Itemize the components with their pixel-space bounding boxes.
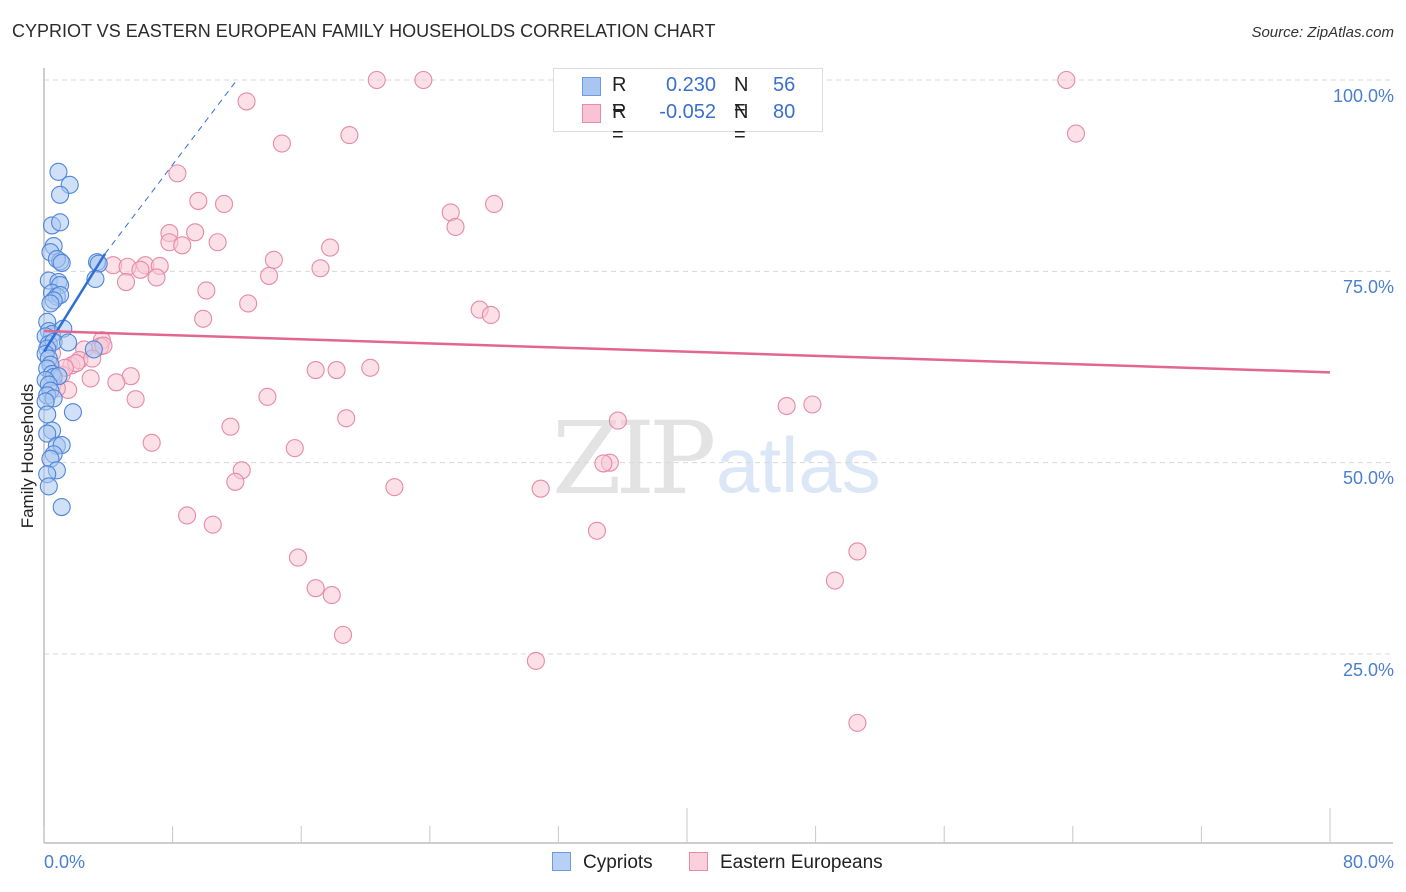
legend-label: Eastern Europeans: [720, 852, 883, 873]
legend-label: Cypriots: [583, 852, 653, 873]
data-point-eastern-europeans: [107, 373, 126, 392]
data-point-eastern-europeans: [214, 194, 234, 214]
cypriots-swatch-icon: [582, 77, 601, 96]
data-point-eastern-europeans: [608, 411, 627, 430]
bottom-legend-cypriots[interactable]: Cypriots: [552, 852, 653, 874]
data-point-eastern-europeans: [321, 238, 340, 257]
data-point-eastern-europeans: [446, 217, 465, 236]
eastern-europeans-legend-swatch-icon: [689, 852, 708, 871]
data-point-eastern-europeans: [311, 259, 330, 278]
data-point-eastern-europeans: [414, 70, 433, 90]
y-tick-25: 25.0%: [1342, 660, 1394, 680]
r-value: -0.052: [659, 101, 716, 123]
data-point-eastern-europeans: [285, 439, 304, 458]
data-point-eastern-europeans: [337, 409, 356, 428]
data-point-eastern-europeans: [239, 294, 258, 313]
y-tick-75: 75.0%: [1342, 277, 1394, 297]
cypriots-trend-extension: [104, 79, 238, 255]
eastern-europeans-swatch-icon: [582, 104, 601, 123]
data-point-eastern-europeans: [333, 625, 353, 644]
r-label: R =: [612, 101, 627, 146]
data-point-eastern-europeans: [848, 713, 867, 732]
data-point-eastern-europeans: [340, 126, 359, 145]
n-label: N =: [734, 101, 749, 146]
eastern-europeans-trend-line: [43, 329, 1331, 374]
data-point-cypriots: [52, 498, 71, 517]
data-point-cypriots: [38, 424, 57, 443]
y-axis-label: Family Households: [18, 383, 37, 529]
data-point-eastern-europeans: [526, 651, 545, 670]
data-point-eastern-europeans: [173, 236, 192, 255]
data-point-eastern-europeans: [126, 390, 145, 409]
data-point-eastern-europeans: [1066, 124, 1086, 143]
y-tick-50: 50.0%: [1342, 468, 1394, 488]
data-point-eastern-europeans: [825, 571, 844, 590]
r-value: 0.230: [665, 74, 716, 96]
data-point-cypriots: [84, 340, 103, 359]
data-point-eastern-europeans: [259, 266, 279, 285]
data-point-eastern-europeans: [258, 387, 277, 406]
data-point-eastern-europeans: [272, 134, 291, 153]
data-point-eastern-europeans: [777, 396, 796, 416]
data-point-cypriots: [59, 333, 78, 352]
x-tick-80: 80.0%: [1342, 852, 1394, 872]
data-point-eastern-europeans: [327, 361, 346, 380]
r-label: R =: [612, 74, 627, 119]
watermark-zip: ZIP: [552, 400, 716, 517]
data-point-cypriots: [39, 477, 58, 496]
data-point-eastern-europeans: [481, 305, 500, 325]
source-credit: Source: ZipAtlas.com: [1251, 24, 1394, 41]
data-point-eastern-europeans: [306, 579, 325, 598]
data-point-eastern-europeans: [186, 223, 205, 242]
data-point-eastern-europeans: [531, 479, 550, 498]
data-point-eastern-europeans: [147, 268, 166, 287]
data-point-cypriots: [49, 162, 68, 181]
cypriots-legend-swatch-icon: [552, 852, 571, 871]
y-tick-100: 100.0%: [1332, 86, 1394, 106]
data-point-eastern-europeans: [264, 250, 283, 269]
x-tick-0: 0.0%: [44, 852, 86, 872]
watermark-atlas: atlas: [716, 421, 881, 509]
data-point-cypriots: [41, 294, 60, 313]
data-point-eastern-europeans: [385, 478, 404, 497]
data-point-eastern-europeans: [81, 369, 100, 388]
data-point-eastern-europeans: [221, 417, 240, 436]
data-point-eastern-europeans: [189, 191, 208, 210]
data-point-eastern-europeans: [116, 272, 136, 292]
data-point-eastern-europeans: [226, 472, 245, 491]
data-point-cypriots: [38, 405, 57, 424]
data-point-cypriots: [51, 213, 70, 232]
cypriots-trend-line: [42, 253, 107, 353]
data-point-eastern-europeans: [142, 433, 161, 452]
data-point-eastern-europeans: [197, 281, 216, 300]
n-label: N =: [734, 74, 749, 119]
data-point-cypriots: [63, 403, 82, 422]
chart-title: CYPRIOT VS EASTERN EUROPEAN FAMILY HOUSE…: [12, 21, 716, 41]
data-point-eastern-europeans: [203, 515, 222, 534]
n-value: 80: [773, 101, 796, 123]
data-point-eastern-europeans: [587, 521, 607, 540]
data-point-cypriots: [52, 253, 71, 272]
data-point-eastern-europeans: [803, 395, 822, 414]
bottom-legend-eastern-europeans[interactable]: Eastern Europeans: [689, 852, 883, 874]
data-point-eastern-europeans: [594, 454, 613, 473]
data-point-eastern-europeans: [178, 506, 197, 525]
data-point-eastern-europeans: [208, 233, 227, 252]
data-point-eastern-europeans: [194, 309, 213, 328]
data-point-eastern-europeans: [485, 194, 504, 214]
data-point-eastern-europeans: [168, 164, 187, 183]
data-point-cypriots: [51, 185, 70, 204]
n-value: 56: [773, 74, 796, 96]
data-point-eastern-europeans: [306, 361, 325, 380]
data-point-eastern-europeans: [1057, 70, 1076, 90]
data-point-eastern-europeans: [131, 260, 150, 279]
data-point-eastern-europeans: [361, 358, 380, 377]
correlation-legend: R = 0.230 N = 56 R = -0.052 N = 80: [553, 68, 823, 146]
data-point-eastern-europeans: [288, 548, 308, 567]
data-point-eastern-europeans: [237, 92, 256, 111]
data-point-eastern-europeans: [322, 586, 341, 605]
data-point-eastern-europeans: [848, 542, 867, 561]
data-point-eastern-europeans: [367, 70, 386, 90]
